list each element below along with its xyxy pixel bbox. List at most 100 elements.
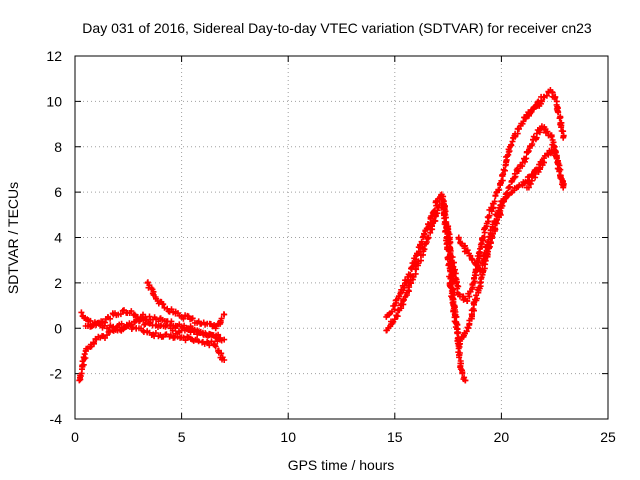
data-point [172, 325, 179, 331]
data-point [530, 104, 537, 111]
data-points [76, 87, 567, 384]
data-point [107, 315, 114, 322]
data-point [456, 343, 463, 350]
data-point [453, 313, 460, 320]
y-tick-label: 12 [46, 48, 62, 64]
data-point [465, 325, 472, 332]
data-point [168, 306, 175, 313]
data-point [548, 133, 555, 140]
data-point [553, 154, 560, 160]
y-tick-label: -2 [50, 366, 63, 382]
data-point [129, 321, 135, 328]
y-tick-label: 8 [54, 139, 62, 155]
data-point [454, 330, 461, 337]
y-tick-label: 0 [54, 320, 62, 336]
data-point [403, 292, 410, 299]
x-tick-label: 5 [178, 429, 186, 445]
data-point [506, 184, 513, 191]
data-point [221, 311, 228, 318]
data-point [486, 233, 493, 240]
y-tick-label: 10 [46, 93, 62, 109]
data-point [523, 155, 530, 162]
data-point [464, 297, 471, 304]
data-point [515, 168, 522, 174]
series-group [82, 317, 228, 344]
y-tick-label: 2 [54, 275, 62, 291]
data-point [472, 260, 479, 267]
data-point [500, 166, 507, 173]
data-point [447, 247, 454, 254]
x-tick-label: 20 [494, 429, 510, 445]
x-tick-label: 10 [280, 429, 296, 445]
data-point [215, 331, 222, 338]
data-point [425, 234, 432, 241]
x-tick-label: 15 [387, 429, 403, 445]
data-point [459, 370, 466, 377]
data-point [221, 336, 228, 343]
data-point [80, 361, 87, 368]
data-point [474, 295, 480, 302]
data-point [218, 315, 225, 322]
y-axis-label: SDTVAR / TECUs [5, 182, 21, 294]
data-point [457, 366, 464, 373]
data-point [189, 315, 196, 322]
data-point [456, 354, 463, 361]
data-point [544, 128, 551, 135]
data-point [469, 256, 476, 263]
data-point [449, 281, 455, 287]
data-point [212, 343, 219, 350]
data-point [440, 204, 447, 211]
data-point [504, 193, 511, 199]
data-point [206, 342, 213, 349]
data-point [479, 260, 486, 267]
y-tick-label: -4 [50, 411, 63, 427]
data-point [147, 319, 154, 326]
data-point [448, 253, 454, 260]
data-point [391, 316, 398, 323]
data-point [484, 241, 491, 248]
data-point [441, 210, 448, 216]
data-point [182, 337, 189, 344]
data-point [117, 311, 124, 318]
series-group [455, 143, 567, 275]
data-point [557, 166, 564, 173]
data-point [558, 176, 565, 182]
data-point [462, 242, 468, 249]
data-point [462, 377, 469, 384]
y-tick-label: 6 [54, 184, 62, 200]
data-point [171, 334, 178, 341]
data-point [496, 187, 503, 193]
data-point [555, 109, 562, 116]
data-point [185, 326, 192, 333]
data-point [140, 317, 147, 324]
series-group [444, 223, 469, 384]
data-point [447, 239, 454, 246]
data-point [532, 171, 539, 177]
data-point [128, 308, 135, 315]
data-point [477, 266, 484, 273]
data-point [552, 94, 559, 101]
data-point [537, 166, 543, 173]
data-point [394, 313, 401, 320]
data-point [78, 309, 85, 316]
data-point [560, 182, 567, 189]
data-point [434, 207, 441, 214]
data-point [91, 340, 97, 347]
data-point [180, 315, 187, 322]
data-point [221, 357, 228, 363]
data-point [168, 318, 175, 325]
data-point [104, 332, 110, 339]
data-point [455, 236, 462, 242]
series-group [524, 159, 547, 191]
plot-frame [74, 55, 609, 420]
x-tick-label: 0 [71, 429, 79, 445]
data-point [541, 159, 547, 166]
data-point [152, 330, 159, 336]
data-point [163, 331, 170, 338]
data-point [418, 257, 424, 264]
data-point [464, 247, 471, 254]
data-point [148, 285, 155, 292]
data-point [508, 142, 515, 149]
series-group [521, 98, 545, 121]
